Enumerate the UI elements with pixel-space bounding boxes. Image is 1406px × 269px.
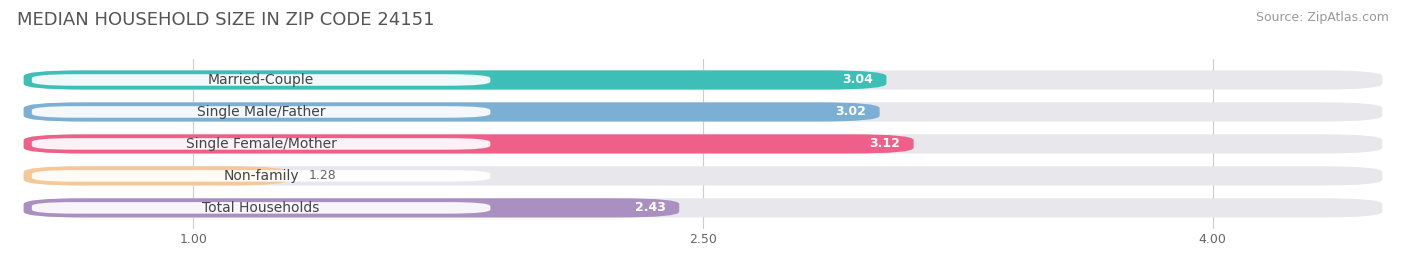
- Text: MEDIAN HOUSEHOLD SIZE IN ZIP CODE 24151: MEDIAN HOUSEHOLD SIZE IN ZIP CODE 24151: [17, 11, 434, 29]
- FancyBboxPatch shape: [24, 198, 1382, 217]
- FancyBboxPatch shape: [32, 106, 491, 118]
- Text: 3.02: 3.02: [835, 105, 866, 118]
- FancyBboxPatch shape: [24, 166, 288, 186]
- FancyBboxPatch shape: [32, 170, 491, 182]
- FancyBboxPatch shape: [24, 102, 880, 122]
- Text: 1.28: 1.28: [309, 169, 336, 182]
- FancyBboxPatch shape: [24, 70, 1382, 90]
- Text: 3.04: 3.04: [842, 73, 873, 86]
- FancyBboxPatch shape: [24, 70, 886, 90]
- Text: Total Households: Total Households: [202, 201, 319, 215]
- FancyBboxPatch shape: [32, 74, 491, 86]
- Text: Single Female/Mother: Single Female/Mother: [186, 137, 336, 151]
- Text: Married-Couple: Married-Couple: [208, 73, 314, 87]
- Text: 2.43: 2.43: [634, 201, 665, 214]
- FancyBboxPatch shape: [24, 134, 914, 154]
- Text: Single Male/Father: Single Male/Father: [197, 105, 325, 119]
- FancyBboxPatch shape: [24, 166, 1382, 186]
- Text: Source: ZipAtlas.com: Source: ZipAtlas.com: [1256, 11, 1389, 24]
- FancyBboxPatch shape: [24, 102, 1382, 122]
- Text: 3.12: 3.12: [869, 137, 900, 150]
- FancyBboxPatch shape: [24, 134, 1382, 154]
- Text: Non-family: Non-family: [224, 169, 299, 183]
- FancyBboxPatch shape: [32, 138, 491, 150]
- FancyBboxPatch shape: [24, 198, 679, 217]
- FancyBboxPatch shape: [32, 202, 491, 214]
